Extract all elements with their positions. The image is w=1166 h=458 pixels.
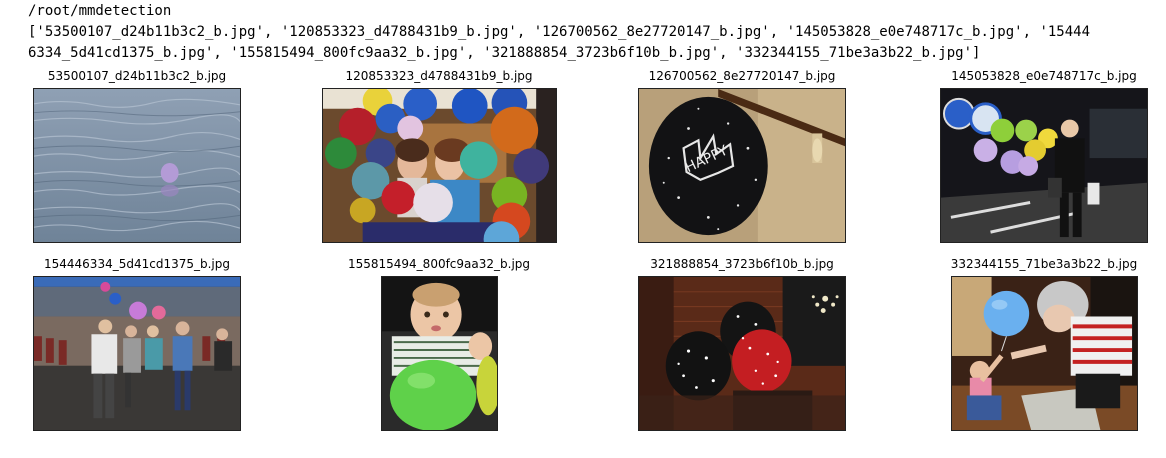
image-thumbnail-7 [638,276,846,431]
image-thumbnail-3: HAPPY [638,88,846,243]
image-thumbnail-8 [951,276,1138,431]
image-title-8: 332344155_71be3a3b22_b.jpg [950,257,1138,271]
image-title-6: 155815494_800fc9aa32_b.jpg [347,257,531,271]
image-title-2: 120853323_d4788431b9_b.jpg [345,69,533,83]
output-file-list-line-1: ['53500107_d24b11b3c2_b.jpg', '120853323… [28,24,1091,40]
image-thumbnail-6 [381,276,498,431]
image-thumbnail-2 [322,88,557,243]
image-title-7: 321888854_3723b6f10b_b.jpg [650,257,834,271]
image-title-1: 53500107_d24b11b3c2_b.jpg [47,69,227,83]
image-title-3: 126700562_8e27720147_b.jpg [648,69,836,83]
image-title-5: 154446334_5d41cd1375_b.jpg [44,257,230,271]
image-thumbnail-1 [33,88,241,243]
image-thumbnail-4 [940,88,1148,243]
image-thumbnail-5 [33,276,241,431]
image-title-4: 145053828_e0e748717c_b.jpg [951,69,1137,83]
output-file-list-line-2: 6334_5d41cd1375_b.jpg', '155815494_800fc… [28,45,981,61]
output-cwd: /root/mmdetection [28,3,172,19]
